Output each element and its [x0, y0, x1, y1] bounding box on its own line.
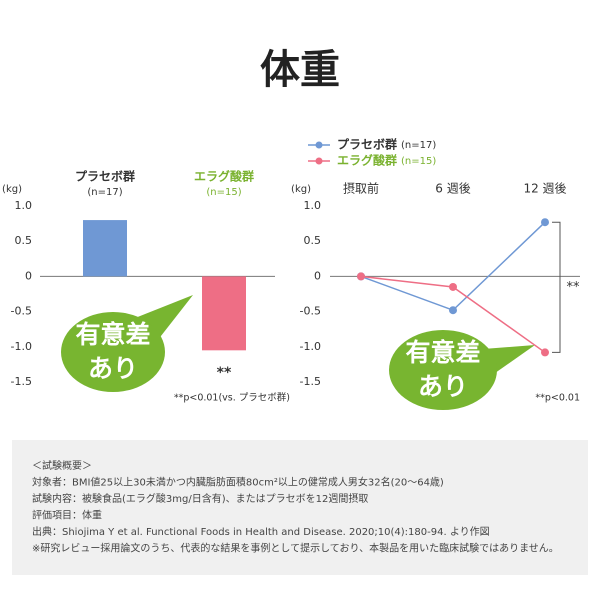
category-label: エラグ酸群 [194, 169, 254, 184]
x-tick-label: 6 週後 [435, 182, 470, 196]
y-unit: (kg) [2, 184, 22, 195]
point [357, 272, 365, 281]
point [449, 282, 457, 291]
x-tick-label: 摂取前 [343, 181, 379, 196]
series-line [360, 221, 546, 312]
x-tick-label: 12 週後 [523, 182, 566, 196]
note-line: ＜試験概要＞ [32, 459, 92, 472]
note-box [12, 440, 588, 575]
category-label: プラセボ群 [75, 169, 135, 184]
legend-marker [315, 157, 323, 165]
badge-right [389, 330, 535, 410]
legend-note: (n=15) [401, 156, 436, 167]
point [541, 218, 549, 227]
point [541, 348, 549, 357]
legend-label: プラセボ群 [337, 137, 397, 152]
category-note: (n=15) [206, 187, 241, 198]
y-tick-label: -1.5 [11, 375, 32, 388]
point [449, 306, 457, 315]
annotation: ** [567, 280, 581, 295]
badge-text: 有意差 [75, 320, 150, 349]
note-line: 出典：Shiojima Y et al. Functional Foods in… [32, 525, 490, 538]
bracket [552, 221, 561, 353]
note-line: 評価項目：体重 [32, 509, 102, 522]
page-title: 体重 [260, 47, 340, 93]
badge-text: 有意差 [405, 338, 480, 367]
y-tick-label: -1.0 [11, 340, 32, 353]
badge-text: あり [418, 372, 468, 401]
footnote: **p<0.01 [535, 393, 580, 404]
badge-left [61, 295, 193, 392]
annotation: ** [217, 365, 232, 381]
bar [202, 276, 246, 351]
note-line: ※研究レビュー採用論文のうち、代表的な結果を事例として提示しており、本製品を用い… [32, 542, 559, 555]
y-tick-label: 0.5 [15, 234, 33, 247]
category-note: (n=17) [87, 187, 122, 198]
y-tick-label: 0 [314, 269, 321, 282]
y-tick-label: -1.5 [300, 375, 321, 388]
legend-marker [315, 141, 323, 149]
bar [83, 220, 127, 277]
footnote: **p<0.01(vs. プラセボ群) [174, 392, 290, 404]
badge-text: あり [88, 354, 138, 383]
y-tick-label: -0.5 [300, 305, 321, 318]
y-tick-label: 0.5 [304, 234, 322, 247]
y-tick-label: 1.0 [15, 199, 33, 212]
legend-label: エラグ酸群 [337, 153, 397, 168]
note-line: 対象者：BMI値25以上30未満かつ内臓脂肪面積80cm²以上の健常成人男女32… [32, 476, 444, 489]
y-tick-label: -1.0 [300, 340, 321, 353]
y-tick-label: 1.0 [304, 199, 322, 212]
legend-note: (n=17) [401, 140, 436, 151]
y-tick-label: -0.5 [11, 305, 32, 318]
y-tick-label: 0 [25, 269, 32, 282]
note-line: 試験内容：被験食品(エラグ酸3mg/日含有)、またはプラセボを12週間摂取 [32, 492, 368, 505]
y-unit: (kg) [291, 184, 311, 195]
